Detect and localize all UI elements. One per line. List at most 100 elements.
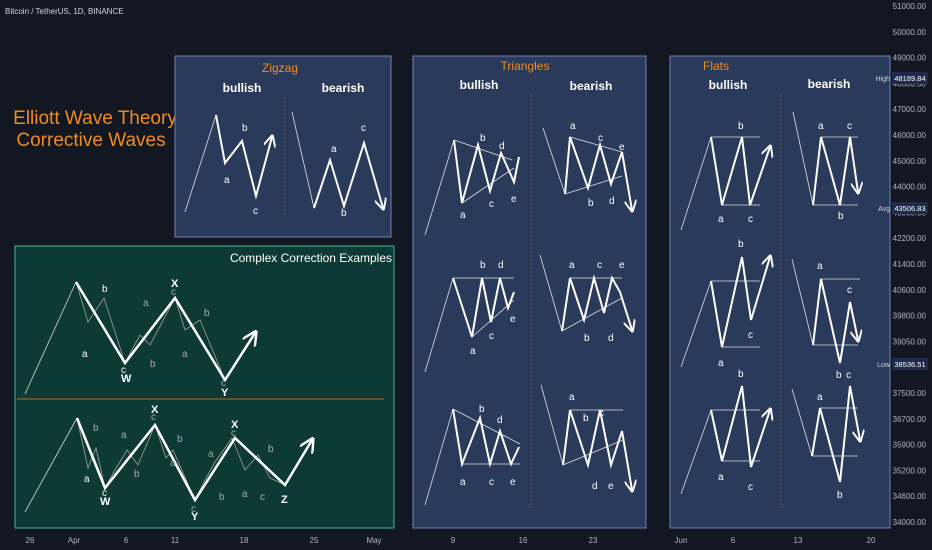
tri-bull3-impulse — [424, 408, 454, 506]
triangles-panel: Triangles bullish bearish a b c d e a b … — [412, 55, 647, 529]
tri-bull1-a: a — [460, 210, 466, 221]
tri-bear1-c: c — [598, 133, 603, 144]
tri-bull2-e: e — [510, 314, 516, 325]
time-tick-label: Jun — [675, 536, 688, 545]
flat-bull3-b: b — [738, 369, 744, 380]
price-tag-label: Avg — [878, 206, 890, 213]
zigzag-panel: Zigzag bullish bearish a b c a b c — [174, 55, 392, 238]
tri-bull2-b: b — [480, 260, 486, 271]
tri-bull3-a: a — [460, 477, 466, 488]
complex-lower-sub-a5: a — [242, 489, 248, 500]
flats-panel: Flats bullish bearish a b c a b c a b c … — [669, 55, 891, 529]
time-tick-label: 26 — [26, 536, 35, 545]
flat-bull2-b: b — [738, 239, 744, 250]
tri-bull2-wave — [452, 277, 515, 338]
triangles-bullish-label: bullish — [460, 78, 499, 92]
tri-bear3-b: b — [583, 413, 589, 424]
flat-bull2-a: a — [718, 358, 724, 369]
zigzag-bull-a: a — [224, 175, 230, 186]
tri-bear1-impulse — [542, 127, 566, 195]
complex-lower-X2: X — [231, 419, 239, 431]
tri-bear1-a: a — [570, 121, 576, 132]
price-tick-label: 47000.00 — [893, 105, 927, 114]
tri-bear3-lower-line — [562, 439, 624, 466]
tri-bear3-d: d — [592, 481, 598, 492]
complex-lower-sub-a3: a — [170, 458, 176, 469]
zigzag-bull-impulse — [184, 114, 217, 213]
time-tick-label: 18 — [240, 536, 249, 545]
complex-upper-W: W — [121, 373, 132, 385]
tri-bull2-c: c — [489, 331, 494, 342]
complex-upper-impulse — [24, 281, 77, 395]
time-axis[interactable]: 26 Apr 6 11 18 25 May 9 16 23 Jun 6 13 20 — [26, 536, 876, 545]
flat-bull3-impulse — [680, 409, 712, 495]
complex-lower-sub-a1: a — [84, 474, 90, 485]
complex-lower-sub-c2: c — [151, 412, 156, 423]
tri-bull1-c: c — [489, 199, 494, 210]
time-tick-label: 20 — [867, 536, 876, 545]
time-tick-label: Apr — [68, 536, 81, 545]
flat-bear3-wave — [811, 385, 860, 483]
main-title: Elliott Wave Theory Corrective Waves — [13, 108, 177, 151]
tri-bear2-a: a — [569, 260, 575, 271]
zigzag-bear-a: a — [331, 144, 337, 155]
time-tick-label: 13 — [794, 536, 803, 545]
complex-lower-Z: Z — [281, 494, 288, 506]
flat-bear2-wave — [812, 278, 858, 364]
time-tick-label: 16 — [519, 536, 528, 545]
flat-bull2-impulse — [680, 280, 712, 368]
tri-bull3-upper-line — [452, 408, 521, 445]
flats-panel-bg — [669, 55, 891, 529]
price-tick-label: 34600.00 — [893, 492, 927, 501]
flat-bull2-c: c — [748, 330, 753, 341]
complex-upper-sub-b1: b — [102, 284, 108, 295]
flat-bear1-a: a — [818, 121, 824, 132]
tri-bull3-wave — [452, 408, 520, 468]
flat-bull3-c: c — [748, 482, 753, 493]
time-tick-label: 23 — [589, 536, 598, 545]
tri-bull2-impulse — [424, 277, 454, 373]
zigzag-bear-c: c — [361, 123, 366, 134]
tri-bear2-e: e — [619, 260, 625, 271]
zigzag-bear-wave — [313, 139, 383, 208]
complex-upper-sub-c2: c — [171, 287, 176, 298]
flat-bull3-wave — [710, 385, 770, 468]
flats-title: Flats — [703, 59, 729, 73]
triangles-bearish-label: bearish — [570, 79, 613, 93]
flat-bear1-impulse — [792, 111, 814, 206]
flat-bull2-wave — [710, 257, 770, 348]
tri-bull3-d: d — [497, 415, 503, 426]
price-tick-label: 36700.00 — [893, 415, 927, 424]
time-tick-label: 9 — [451, 536, 456, 545]
zigzag-bear-b: b — [341, 208, 347, 219]
flat-bear1-wave — [812, 136, 858, 206]
price-tag-label: Low — [877, 362, 891, 369]
price-tag-value: 38536.51 — [894, 360, 925, 369]
zigzag-bull-wave — [215, 114, 272, 200]
complex-title: Complex Correction Examples — [230, 251, 392, 265]
complex-upper-sub-b3: b — [204, 308, 210, 319]
flat-bull1-wave — [710, 136, 770, 206]
tri-bull1-d: d — [499, 141, 505, 152]
main-title-line2: Corrective Waves — [16, 130, 165, 151]
tri-bear1-b: b — [588, 198, 594, 209]
flat-bull1-b: b — [738, 121, 744, 132]
flat-bull1-c: c — [748, 214, 753, 225]
flat-bear2-impulse — [791, 258, 814, 346]
complex-lower-sub-b5: b — [268, 444, 274, 455]
flat-bear3-impulse — [791, 388, 813, 457]
flat-bull1-impulse — [680, 136, 712, 231]
triangles-title: Triangles — [501, 59, 550, 73]
price-tag-label: High — [876, 76, 891, 83]
price-tags: High 48189.84 Avg 43506.83 Low 38536.51 — [876, 72, 928, 370]
price-tick-label: 40600.00 — [893, 286, 927, 295]
main-title-line1: Elliott Wave Theory — [13, 108, 177, 129]
tri-bull1-e: e — [511, 194, 517, 205]
complex-upper-main-wave — [74, 281, 255, 383]
tri-bear2-impulse — [539, 254, 563, 332]
tri-bear3-impulse — [540, 384, 564, 466]
flat-bear3-c: c — [846, 370, 851, 381]
price-tick-label: 41400.00 — [893, 260, 927, 269]
tri-bear2-wave — [561, 274, 632, 331]
